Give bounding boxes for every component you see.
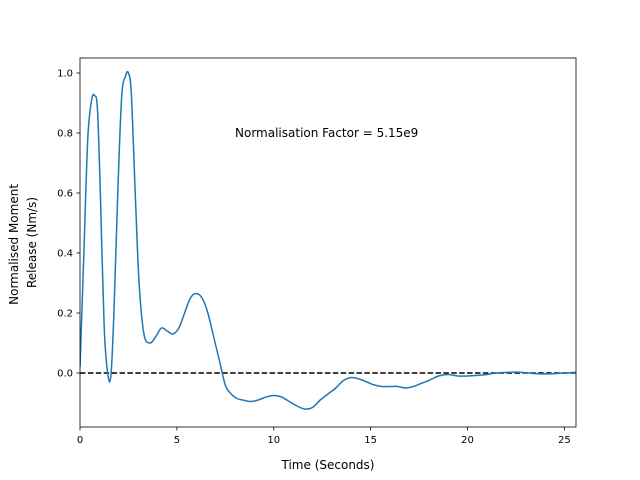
y-axis-title-line-2: Release (Nm/s)	[25, 197, 39, 288]
y-tick-label: 0.8	[57, 129, 73, 140]
axes-frame	[79, 57, 577, 428]
normalisation-annotation: Normalisation Factor = 5.15e9	[235, 126, 418, 140]
y-tick-label: 0.2	[57, 309, 73, 320]
y-tick-label: 0.0	[57, 369, 73, 380]
y-tick-label: 0.6	[57, 189, 73, 200]
y-axis-title-line-1: Normalised Moment	[7, 184, 21, 305]
x-tick-label: 20	[461, 435, 474, 446]
x-tick-label: 5	[174, 435, 180, 446]
x-tick-label: 15	[364, 435, 377, 446]
y-tick-label: 1.0	[57, 69, 73, 80]
x-tick-label: 25	[558, 435, 571, 446]
x-tick-label: 10	[267, 435, 280, 446]
series-line-0	[80, 70, 576, 410]
plot-area: 0 5 10 15 20 25 0.0 0.2 0.4 0.6 0.8 1.0	[57, 57, 577, 446]
x-axis-title: Time (Seconds)	[281, 458, 375, 472]
y-axis-title: Normalised Moment Release (Nm/s)	[7, 180, 39, 305]
x-tick-label: 0	[77, 435, 83, 446]
y-tick-label: 0.4	[57, 249, 73, 260]
